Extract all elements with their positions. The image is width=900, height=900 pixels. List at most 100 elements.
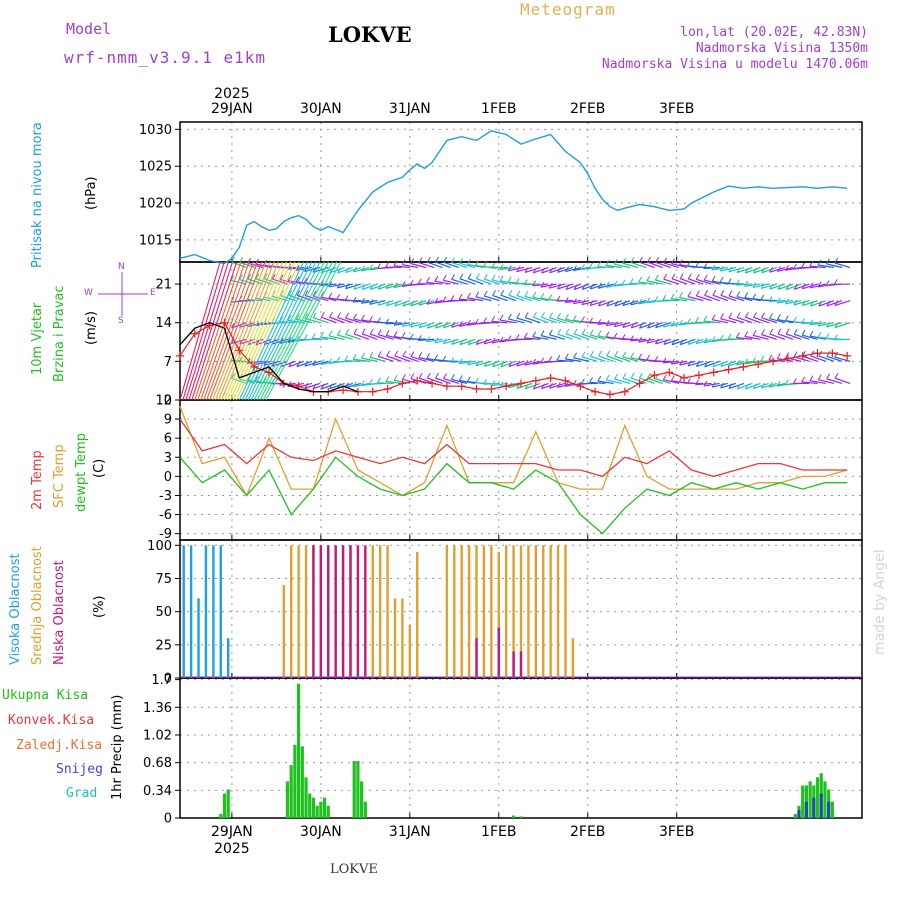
wind-barb-flag: [556, 382, 561, 388]
wind-barb-flag: [557, 328, 562, 335]
wind-barb: [312, 317, 329, 324]
wind-barb: [426, 338, 443, 343]
wind-barb-flag: [499, 336, 504, 343]
wind-barb-flag: [540, 330, 545, 336]
wind-barb: [337, 334, 353, 340]
wind-barb: [826, 322, 843, 328]
wind-barb: [589, 266, 606, 269]
wind-barb-flag: [459, 258, 464, 264]
wind-barb-flag: [541, 267, 545, 274]
top-day-label: 30JAN: [300, 101, 342, 117]
wind-barb-flag: [629, 335, 634, 342]
wind-barb: [622, 377, 639, 385]
wind-barb-flag: [345, 267, 350, 273]
wind-barb: [736, 295, 753, 302]
wind-barb: [491, 338, 508, 344]
wind-barb-flag: [532, 358, 537, 365]
wind-barb-flag: [263, 273, 268, 279]
wind-barb-flag: [459, 339, 464, 345]
wind-barb-flag: [557, 313, 561, 319]
wind-barb-flag: [295, 335, 300, 342]
wind-speed-marker: [502, 382, 511, 391]
wind-barb-flag: [589, 350, 594, 357]
wind-barb-flag: [720, 382, 725, 389]
wind-barb-flag: [655, 322, 659, 328]
wind-barb: [598, 300, 614, 307]
cloud-bar-mid: [408, 624, 412, 678]
wind-barb-flag: [695, 361, 700, 367]
wind-barb-flag: [817, 320, 822, 327]
wind-barb: [597, 335, 614, 340]
wind-barb-flag: [426, 277, 430, 283]
wind-barb-flag: [801, 376, 806, 383]
wind-barb: [344, 359, 361, 362]
wind-barb-flag: [369, 351, 374, 358]
wind-compass: [98, 272, 148, 316]
wind-barb: [720, 360, 737, 368]
wind-speed-marker: [709, 368, 718, 377]
wind-speed-marker: [413, 376, 422, 385]
wind-barb-flag: [597, 319, 602, 325]
cloud-bar-low: [519, 651, 523, 678]
wind-barb: [573, 357, 590, 362]
wind-barb-flag: [565, 266, 570, 272]
wind-barb-flag: [834, 257, 839, 264]
wind-barb-flag: [409, 333, 414, 340]
wind-barb-flag: [605, 374, 610, 381]
wind-barb-flag: [679, 273, 684, 279]
wind-strong-barb: [209, 261, 263, 401]
wind-barb: [793, 300, 810, 306]
wind-barb-flag: [304, 290, 309, 296]
wind-barb-flag: [776, 353, 781, 359]
wind-barb-flag: [572, 315, 577, 321]
wind-barb-flag: [393, 260, 398, 267]
wind-barb-flag: [785, 352, 790, 358]
wind-barb-flag: [711, 275, 716, 282]
wind-barb-flag: [703, 263, 708, 269]
precip-bar-total: [808, 781, 812, 818]
wind-barb-flag: [500, 361, 505, 368]
wind-barb-flag: [662, 357, 667, 363]
wind-barb: [728, 266, 745, 273]
wind-barb: [696, 278, 712, 285]
wind-barb-flag: [564, 353, 569, 360]
wind-barb: [345, 382, 362, 389]
wind-barb-flag: [410, 300, 415, 307]
wind-barb-flag: [671, 273, 676, 279]
wind-barb: [712, 294, 729, 302]
wind-barb: [818, 355, 835, 362]
precip-bar-total: [219, 813, 223, 818]
wind-barb: [524, 337, 541, 340]
wind-barb: [704, 279, 720, 285]
cloud-bar-high: [197, 598, 200, 678]
wind-barb-flag: [720, 290, 725, 296]
wind-barb-flag: [679, 292, 683, 298]
wind-barb-flag: [614, 300, 619, 307]
wind-barb: [435, 261, 451, 269]
wind-barb: [826, 355, 843, 362]
wind-barb-flag: [271, 273, 276, 280]
wind-barb: [646, 338, 663, 344]
wind-barb-flag: [801, 262, 805, 268]
wind-barb-flag: [753, 267, 757, 274]
wind-barb-flag: [361, 328, 366, 335]
wind-barb: [801, 334, 818, 340]
wind-barb-flag: [768, 354, 773, 361]
wind-barb-flag: [287, 275, 292, 281]
wind-barb-flag: [662, 294, 667, 301]
precip-bar-total: [315, 805, 319, 818]
wind-barb-flag: [418, 257, 423, 263]
wind-barb-flag: [312, 312, 317, 318]
wind-barb-flag: [304, 313, 309, 319]
wind-barb: [679, 296, 696, 302]
wind-strong-barb: [241, 261, 308, 401]
wind-barb: [402, 378, 419, 385]
wind-barb-flag: [328, 358, 333, 364]
wind-barb-flag: [515, 334, 520, 340]
wind-barb-flag: [483, 261, 487, 268]
cloud-bar-low: [312, 545, 315, 678]
wind-barb: [418, 356, 435, 362]
wind-barb-flag: [735, 279, 740, 286]
wind-barb-flag: [443, 256, 448, 263]
wind-barb-flag: [499, 314, 504, 321]
